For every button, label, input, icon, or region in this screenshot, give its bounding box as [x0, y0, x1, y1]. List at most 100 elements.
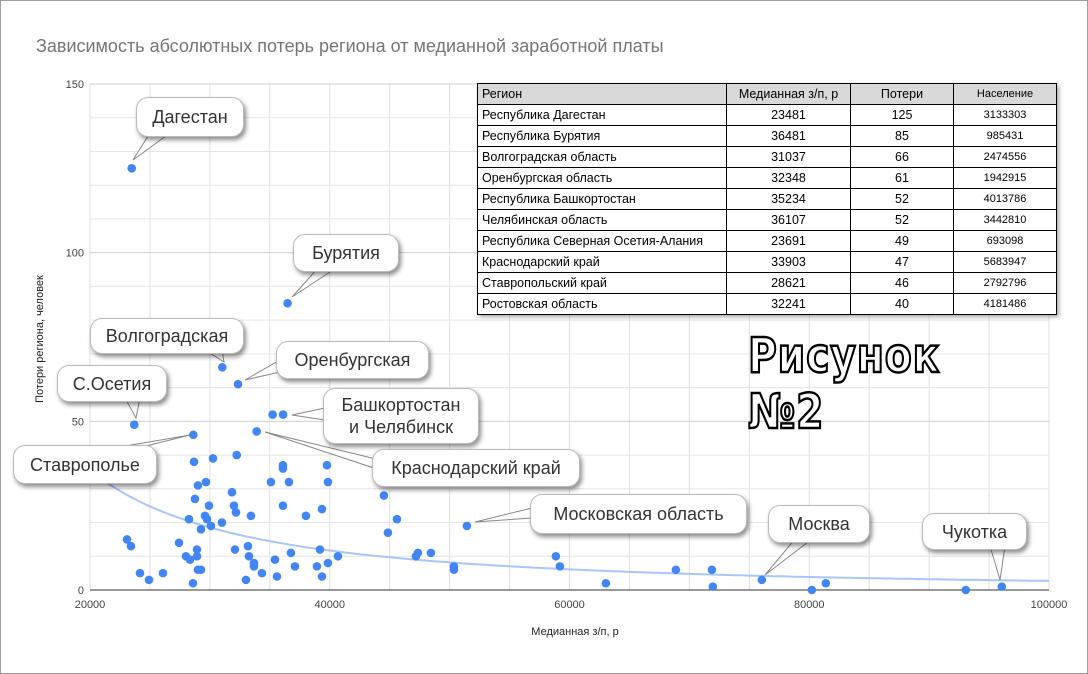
data-point [278, 410, 288, 419]
data-point [229, 501, 239, 510]
column-header: Потери [850, 83, 954, 105]
callout-pointer [764, 538, 814, 576]
table-cell: 23481 [726, 104, 851, 126]
data-point [201, 477, 211, 487]
table-cell: 49 [850, 230, 954, 252]
y-tick-label: 150 [66, 79, 84, 91]
table-cell: 31037 [726, 146, 851, 168]
table-row: Ростовская область 32241 40 4181486 [477, 293, 1057, 315]
data-point [286, 548, 296, 558]
chart-title: Зависимость абсолютных потерь региона от… [36, 36, 664, 56]
table-cell: 4013786 [953, 188, 1057, 210]
data-point [283, 298, 292, 308]
data-point [252, 427, 261, 436]
table-cell: Ростовская область [477, 293, 727, 315]
data-point [821, 578, 831, 588]
table-cell: Республика Северная Осетия-Алания [477, 230, 727, 252]
data-point [218, 363, 227, 372]
table-row: Республика Дагестан 23481 125 3133303 [477, 104, 1057, 126]
table-cell: Челябинская область [477, 209, 727, 231]
table-cell: 85 [850, 125, 954, 147]
callout-krasnodar: Краснодарский край [372, 449, 580, 487]
callout-line: и Челябинск [349, 417, 453, 437]
data-point [231, 508, 241, 517]
data-point [188, 578, 198, 588]
data-point [323, 558, 333, 568]
data-point [555, 562, 565, 571]
data-point [266, 477, 276, 487]
data-point [189, 457, 199, 467]
data-point [232, 450, 242, 460]
data-point [322, 460, 332, 470]
data-point [202, 514, 212, 524]
data-point [449, 565, 459, 575]
table-cell: 125 [850, 104, 954, 126]
data-point [270, 555, 280, 564]
table-cell: Республика Дагестан [477, 104, 727, 126]
data-point [122, 535, 132, 544]
data-point [413, 548, 423, 558]
table-cell: 32348 [726, 167, 851, 189]
x-tick-label: 40000 [314, 599, 345, 611]
callout-moscow: Москва [768, 505, 870, 543]
table-cell: 36481 [726, 125, 851, 147]
callout-orenburg: Оренбургская [276, 341, 429, 379]
figure-label: Рисунок №2 [747, 327, 941, 442]
column-header: Регион [477, 83, 727, 105]
table-cell: 3133303 [953, 104, 1057, 126]
data-point [241, 575, 251, 585]
table-row: Ставропольский край 28621 46 2792796 [477, 272, 1057, 294]
table-cell: Волгоградская область [477, 146, 727, 168]
data-point [708, 582, 718, 591]
callout-pointer [244, 359, 281, 381]
data-point [278, 464, 288, 473]
table-row: Оренбургская область 32348 61 1942915 [477, 167, 1057, 189]
data-point [290, 562, 300, 571]
table-cell: 52 [850, 209, 954, 231]
data-point [158, 568, 168, 578]
table-cell: 46 [850, 272, 954, 294]
data-point [126, 541, 136, 551]
data-point [323, 477, 333, 487]
y-tick-label: 0 [78, 585, 84, 597]
data-point [426, 548, 436, 558]
data-point [392, 514, 402, 524]
data-point [317, 572, 327, 581]
data-point [129, 420, 139, 430]
data-point [189, 430, 198, 440]
data-point [671, 565, 681, 575]
table-cell: 693098 [953, 230, 1057, 252]
table-cell: Республика Бурятия [477, 125, 727, 147]
data-point [204, 501, 214, 510]
data-point [243, 541, 253, 551]
column-header: Медианная з/п, р [726, 83, 851, 105]
table-cell: 47 [850, 251, 954, 273]
table-cell: 35234 [726, 188, 851, 210]
data-point [230, 545, 240, 554]
callout-line: Башкортостан [341, 395, 461, 415]
data-point [135, 568, 145, 578]
table-cell: 985431 [953, 125, 1057, 147]
x-axis-label: Медианная з/п, р [531, 626, 619, 638]
data-point [551, 551, 561, 561]
callout-volgograd: Волгоградская [90, 318, 244, 354]
table-cell: 66 [850, 146, 954, 168]
data-point [707, 565, 717, 575]
data-point [379, 491, 389, 500]
callout-pointer [989, 545, 1006, 581]
callout-pointer [474, 507, 533, 523]
data-point [193, 481, 203, 490]
data-point [192, 551, 202, 561]
data-point [257, 568, 267, 578]
table-cell: 33903 [726, 251, 851, 273]
data-point [462, 521, 472, 531]
table-cell: 3442810 [953, 209, 1057, 231]
callout-bashkortostan-chelyabinsk: Башкортостан и Челябинск [323, 388, 479, 444]
data-point [208, 454, 218, 463]
table-cell: Республика Башкортостан [477, 188, 727, 210]
table-row: Краснодарский край 33903 47 5683947 [477, 251, 1057, 273]
data-point [284, 477, 294, 487]
callout-dagestan: Дагестан [136, 97, 244, 137]
x-tick-label: 80000 [794, 599, 825, 611]
data-point [217, 518, 227, 527]
